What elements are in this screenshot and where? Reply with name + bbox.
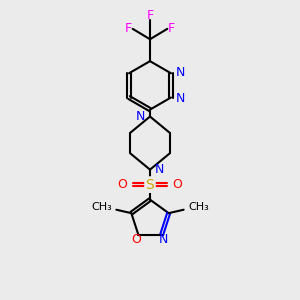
Text: S: S [146,178,154,192]
Text: O: O [131,233,141,246]
Text: CH₃: CH₃ [91,202,112,212]
Text: N: N [159,233,169,246]
Text: F: F [168,22,175,35]
Text: F: F [146,9,154,22]
Text: N: N [176,66,185,79]
Text: N: N [154,163,164,176]
Text: O: O [118,178,128,191]
Text: N: N [176,92,185,105]
Text: F: F [125,22,132,35]
Text: CH₃: CH₃ [188,202,209,212]
Text: O: O [172,178,182,191]
Text: N: N [136,110,146,123]
